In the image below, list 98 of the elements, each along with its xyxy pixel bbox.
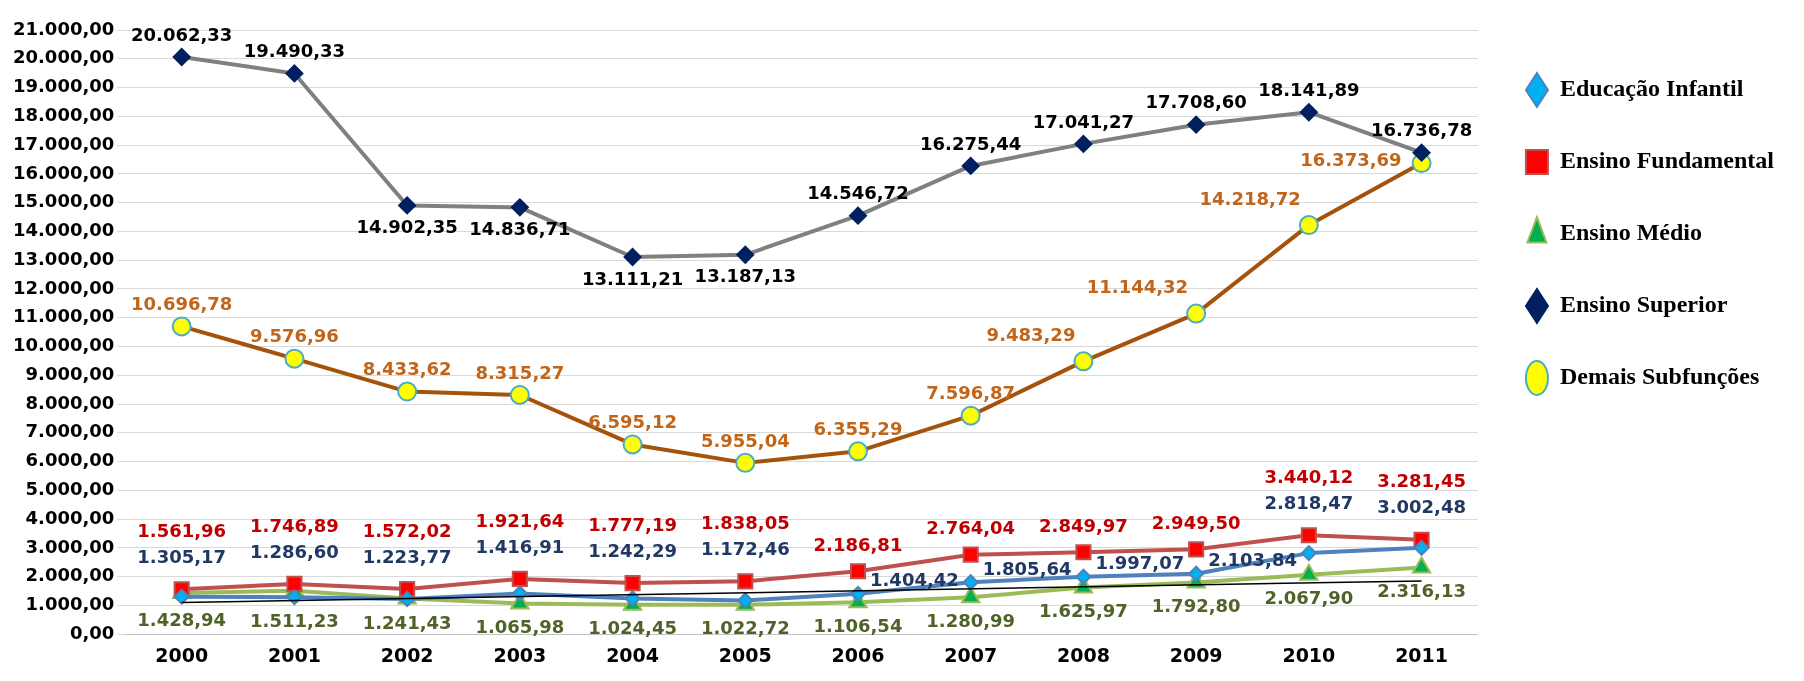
data-label: 2.949,50 (1151, 512, 1241, 534)
data-label: 1.838,05 (700, 511, 790, 533)
data-label: 6.595,12 (588, 411, 677, 433)
y-tick-label: 1.000,00 (25, 593, 115, 615)
data-label: 20.062,33 (131, 23, 233, 45)
data-label: 8.433,62 (362, 358, 452, 380)
data-label: 17.041,27 (1032, 110, 1135, 132)
y-tick-label: 5.000,00 (25, 478, 115, 500)
data-label: 2.849,97 (1039, 514, 1128, 536)
data-label: 5.955,04 (700, 429, 790, 451)
data-label: 9.483,29 (986, 324, 1076, 346)
data-label: 2.067,90 (1264, 587, 1354, 609)
data-label: 11.144,32 (1086, 276, 1189, 298)
y-tick-label: 13.000,00 (12, 247, 115, 269)
data-label: 9.576,96 (250, 325, 339, 347)
y-tick-label: 3.000,00 (25, 535, 115, 557)
data-label: 1.286,60 (250, 540, 339, 562)
data-label: 2.818,47 (1264, 491, 1354, 513)
data-label: 2.316,13 (1377, 580, 1466, 602)
data-label: 1.746,89 (250, 514, 339, 536)
data-label: 14.836,71 (469, 218, 571, 239)
data-label: 14.902,35 (356, 216, 458, 238)
data-label: 13.187,13 (694, 265, 796, 287)
x-tick-label: 2011 (1395, 643, 1449, 666)
y-tick-label: 12.000,00 (12, 276, 115, 298)
x-tick-label: 2006 (831, 643, 885, 666)
data-label: 14.218,72 (1199, 187, 1301, 209)
data-label: 2.764,04 (926, 517, 1016, 539)
data-label: 1.997,07 (1095, 552, 1185, 574)
data-label: 1.024,45 (588, 617, 677, 639)
y-tick-label: 21.000,00 (12, 17, 115, 39)
data-label: 17.708,60 (1145, 91, 1247, 113)
data-label: 3.440,12 (1264, 465, 1354, 487)
legend-label: Demais Subfunções (1559, 363, 1760, 390)
data-label: 1.625,97 (1039, 600, 1128, 622)
y-tick-label: 2.000,00 (25, 564, 115, 586)
data-label: 16.275,44 (920, 132, 1022, 154)
data-label: 1.065,98 (475, 616, 565, 638)
y-tick-label: 6.000,00 (25, 449, 115, 471)
x-tick-label: 2001 (267, 643, 321, 666)
data-label: 1.106,54 (813, 615, 903, 637)
legend-label: Ensino Médio (1559, 219, 1702, 246)
data-label: 1.777,19 (588, 513, 677, 535)
data-label: 2.186,81 (813, 533, 903, 555)
y-tick-label: 20.000,00 (12, 46, 115, 68)
data-label: 1.511,23 (250, 609, 339, 631)
x-tick-label: 2008 (1056, 643, 1110, 666)
y-tick-label: 10.000,00 (12, 334, 115, 356)
data-label: 3.281,45 (1377, 470, 1466, 492)
data-label: 1.022,72 (700, 617, 790, 639)
y-tick-label: 4.000,00 (25, 506, 115, 528)
data-label: 19.490,33 (243, 40, 346, 62)
data-label: 1.404,42 (870, 569, 959, 591)
x-tick-label: 2002 (380, 643, 434, 666)
data-label: 18.141,89 (1258, 78, 1360, 100)
data-label: 1.921,64 (475, 509, 565, 531)
x-tick-label: 2010 (1282, 643, 1336, 666)
data-label: 1.416,91 (475, 535, 565, 557)
data-label: 1.572,02 (362, 519, 452, 541)
data-label: 6.355,29 (813, 418, 903, 440)
data-label: 1.223,77 (362, 545, 452, 567)
data-label: 1.242,29 (588, 539, 677, 561)
y-tick-label: 0,00 (69, 621, 115, 643)
data-label: 1.792,80 (1151, 595, 1241, 617)
y-tick-label: 11.000,00 (12, 305, 115, 327)
data-label: 1.241,43 (362, 611, 452, 633)
y-tick-label: 16.000,00 (12, 161, 115, 183)
y-tick-label: 17.000,00 (12, 132, 115, 154)
data-label: 1.305,17 (137, 545, 227, 567)
y-tick-label: 15.000,00 (12, 190, 115, 212)
x-tick-label: 2000 (155, 643, 209, 666)
data-label: 1.172,46 (700, 537, 790, 559)
data-label: 1.805,64 (982, 557, 1072, 579)
y-tick-label: 18.000,00 (12, 103, 115, 125)
y-tick-label: 9.000,00 (25, 362, 115, 384)
x-tick-label: 2003 (493, 643, 547, 666)
y-tick-label: 7.000,00 (25, 420, 115, 442)
data-label: 1.280,99 (926, 610, 1016, 632)
x-tick-label: 2009 (1169, 643, 1223, 666)
x-tick-label: 2004 (606, 643, 660, 666)
legend-label: Ensino Fundamental (1559, 147, 1775, 174)
data-label: 16.373,69 (1300, 148, 1402, 170)
data-label: 8.315,27 (475, 361, 565, 383)
data-label: 7.596,87 (926, 382, 1016, 404)
x-tick-label: 2007 (944, 643, 998, 666)
x-tick-label: 2005 (718, 643, 772, 666)
data-label: 13.111,21 (581, 267, 684, 289)
legend-label: Ensino Superior (1559, 291, 1728, 318)
data-label: 3.002,48 (1377, 496, 1466, 518)
y-tick-label: 19.000,00 (12, 75, 115, 97)
y-tick-label: 14.000,00 (12, 219, 115, 241)
data-label: 10.696,78 (131, 293, 233, 315)
legend-label: Educação Infantil (1559, 75, 1744, 102)
data-label: 16.736,78 (1370, 119, 1473, 141)
data-label: 1.428,94 (137, 609, 227, 631)
data-label: 14.546,72 (807, 182, 909, 204)
y-tick-label: 8.000,00 (25, 391, 115, 413)
data-label: 1.561,96 (137, 519, 227, 541)
